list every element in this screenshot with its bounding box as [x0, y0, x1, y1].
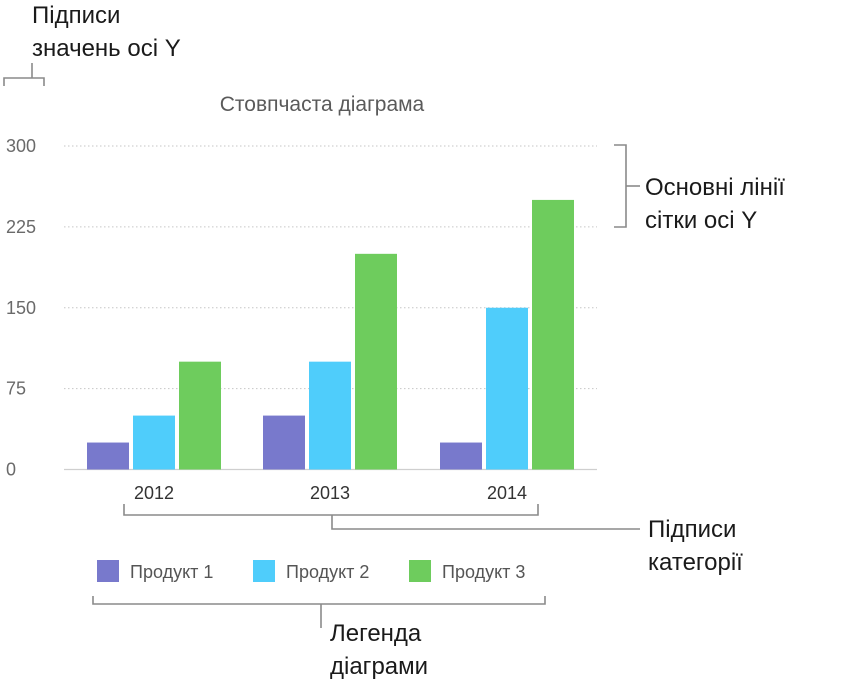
y-tick-labels: 0 75 150 225 300: [6, 136, 36, 480]
annotation-category-labels-line-2: категорії: [648, 549, 743, 576]
chart-title: Стовпчаста діаграма: [220, 93, 425, 116]
bar: [440, 442, 482, 470]
bar: [87, 442, 129, 470]
svg-text:Підписи: Підписи: [648, 516, 736, 543]
bar: [263, 415, 305, 470]
annotation-legend-line-2: діаграми: [330, 653, 428, 680]
annotation-y-value-labels-bracket: [3, 77, 45, 86]
bar: [179, 361, 221, 470]
y-tick-label: 75: [6, 379, 26, 399]
bars: [87, 199, 574, 470]
legend-label: Продукт 3: [442, 562, 525, 582]
annotation-category-labels-bracket: [123, 504, 539, 516]
legend-label: Продукт 2: [286, 562, 369, 582]
category-label: 2014: [487, 483, 527, 503]
y-tick-label: 150: [6, 298, 36, 318]
category-label: 2012: [134, 483, 174, 503]
legend-swatch: [97, 560, 119, 582]
legend-label: Продукт 1: [130, 562, 213, 582]
annotation-category-labels: Підписи категорії: [123, 504, 743, 576]
annotation-y-value-labels-line-1: Підписи: [32, 2, 120, 29]
svg-text:значень осі Y: значень осі Y: [32, 35, 181, 62]
chart-legend: Продукт 1 Продукт 2 Продукт 3: [97, 560, 525, 582]
svg-text:діаграми: діаграми: [330, 653, 428, 680]
legend-swatch: [253, 560, 275, 582]
svg-text:категорії: категорії: [648, 549, 743, 576]
annotation-y-gridlines-bracket: [614, 144, 627, 228]
bar: [355, 253, 397, 470]
annotation-category-labels-line-1: Підписи: [648, 516, 736, 543]
y-tick-label: 225: [6, 217, 36, 237]
annotation-y-value-labels: Підписи значень осі Y: [3, 2, 181, 86]
category-labels: 2012 2013 2014: [134, 483, 527, 503]
annotation-y-gridlines: Основні лінії сітки осі Y: [614, 144, 785, 234]
annotation-legend-line-1: Легенда: [330, 620, 422, 647]
bar: [309, 361, 351, 470]
svg-text:Легенда: Легенда: [330, 620, 422, 647]
annotation-legend: Легенда діаграми: [92, 596, 546, 680]
bar: [486, 307, 528, 470]
annotation-legend-bracket: [92, 596, 546, 605]
y-tick-label: 0: [6, 460, 16, 480]
annotation-y-gridlines-line-2: сітки осі Y: [645, 207, 757, 234]
category-label: 2013: [310, 483, 350, 503]
annotation-y-value-labels-line-2: значень осі Y: [32, 35, 181, 62]
legend-swatch: [409, 560, 431, 582]
bar: [532, 199, 574, 470]
y-tick-label: 300: [6, 136, 36, 156]
bar: [133, 415, 175, 470]
annotation-y-gridlines-line-1: Основні лінії: [645, 174, 785, 201]
svg-text:Підписи: Підписи: [32, 2, 120, 29]
svg-text:сітки осі Y: сітки осі Y: [645, 207, 757, 234]
svg-text:Основні лінії: Основні лінії: [645, 174, 785, 201]
